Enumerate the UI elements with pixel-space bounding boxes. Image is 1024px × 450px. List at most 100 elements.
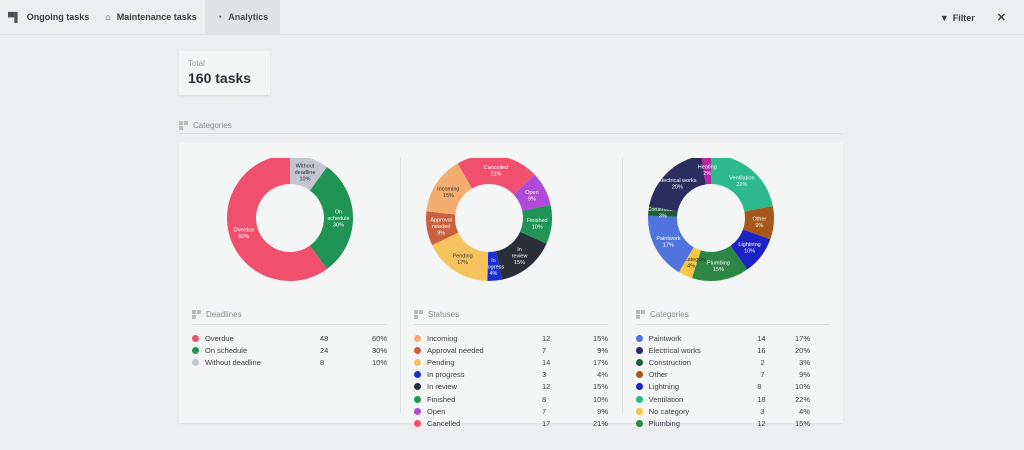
legend-count: 7 [542,345,547,355]
slice-paintwork[interactable] [648,215,694,273]
legend-percent: 17% [794,333,810,343]
slice-label-on-schedule: On schedule 30% [327,210,349,229]
slice-label-cancelled: Cancelled 21% [484,165,508,178]
legend-row-approval-needed[interactable]: Approval needed 7 9% [414,344,608,356]
legend-row-incoming[interactable]: Incoming 12 15% [414,332,608,344]
legend-label: No category [648,406,690,416]
legend-label: Paintwork [648,333,682,343]
slice-lightning[interactable] [730,229,771,270]
legend-percent: 15% [794,418,810,428]
deadlines-column: Without deadline 10% On schedule 30% Overdue 60… [179,158,399,413]
legend-count: 16 [757,345,766,355]
legend-percent: 10% [794,382,810,392]
legend-percent: 30% [371,345,387,355]
slice-label-other: Other 9% [752,216,766,229]
slice-label-open: Open 9% [525,190,538,203]
slice-label-plumbing: Plumbing 15% [707,261,730,274]
legend-row-overdue[interactable]: Overdue 48 60% [192,332,387,344]
slice-label-approval-needed: Approval needed 9% [430,218,452,237]
legend-percent: 4% [597,370,608,380]
legend-count: 2 [760,357,765,367]
legend-dot [414,395,421,403]
total-label: Total [188,59,205,68]
tab-analytics[interactable]: ◔ Analytics [204,0,281,35]
close-icon[interactable]: ✕ [996,12,1006,24]
legend-dot [192,334,199,342]
statuses-column: Cancelled 21% Open 9% Finished 10% In review 15%… [400,158,620,428]
legend-header: Statuses [414,310,608,325]
grid-icon [414,310,423,319]
slice-electrical-works[interactable] [649,158,706,212]
legend-row-without-deadline[interactable]: Without deadline 8 10% [192,356,387,368]
slice-ventilation[interactable] [711,158,773,212]
legend-label: Plumbing [648,418,680,428]
slice-label-without-deadline: Without deadline 10% [295,163,316,182]
legend-dot [414,371,421,379]
slice-overdue[interactable] [226,158,328,281]
legend-count: 14 [542,357,551,367]
legend-dot [636,383,643,391]
legend-percent: 15% [592,382,608,392]
slice-cancelled[interactable] [457,158,535,195]
slice-plumbing[interactable] [691,245,748,281]
legend-title: Deadlines [206,310,242,319]
slice-construction[interactable] [648,206,678,217]
slice-incoming[interactable] [426,163,472,215]
slice-approval-needed[interactable] [426,211,459,246]
legend-percent: 21% [592,418,608,428]
slice-in-review[interactable] [496,231,547,280]
slice-pending[interactable] [432,232,489,281]
legend-title: Statuses [428,310,460,319]
legend-percent: 3% [799,357,810,367]
legend-row-construction[interactable]: Construction 2 3% [636,356,810,368]
legend-row-finished[interactable]: Finished 8 10% [414,393,608,405]
legend-percent: 10% [592,394,608,404]
grid-icon [192,310,201,319]
legend-list: Incoming 12 15% Approval needed 7 9% Pending 14… [414,332,608,430]
slice-on-schedule[interactable] [309,167,353,269]
legend-percent: 10% [371,357,387,367]
legend-label: On schedule [205,345,248,355]
grid-icon [179,121,188,130]
legend-count: 3 [760,406,765,416]
slice-other[interactable] [742,206,774,240]
slice-in-progress[interactable] [487,251,503,281]
legend-row-other[interactable]: Other 7 9% [636,369,810,381]
legend-row-electrical-works[interactable]: Electrical works 16 20% [636,344,810,356]
legend-percent: 15% [592,333,608,343]
slice-heating[interactable] [701,158,711,185]
legend-row-open[interactable]: Open 7 9% [414,405,608,417]
legend-row-paintwork[interactable]: Paintwork 14 17% [636,332,810,344]
legend-percent: 60% [371,333,387,343]
legend-label: Electrical works [648,345,701,355]
legend-count: 12 [542,382,551,392]
list-icon: ▀▌ [8,12,21,22]
legend-dot [414,407,421,415]
slice-no-category[interactable] [678,247,701,279]
legend-row-in-review[interactable]: In review 12 15% [414,381,608,393]
legend-label: Approval needed [427,345,484,355]
slice-label-ventilation: Ventilation 22% [729,175,754,188]
slice-without-deadline[interactable] [290,158,328,191]
legend-list: Paintwork 14 17% Electrical works 16 20% Const… [636,332,810,430]
tab-ongoing-tasks[interactable]: ▀▌ Ongoing tasks [8,12,90,22]
legend-row-on-schedule[interactable]: On schedule 24 30% [192,344,387,356]
tab-maintenance-tasks[interactable]: ⌂ Maintenance tasks [105,12,197,22]
legend-row-pending[interactable]: Pending 14 17% [414,356,608,368]
legend-row-no-category[interactable]: No category 3 4% [636,405,810,417]
legend-row-ventilation[interactable]: Ventilation 18 22% [636,393,810,405]
legend-count: 8 [757,382,762,392]
slice-finished[interactable] [520,204,552,244]
legend-row-lightning[interactable]: Lightning 8 10% [636,381,810,393]
slice-open[interactable] [513,174,551,211]
legend-title: Categories [650,310,689,319]
filter-icon: ▼ [939,12,949,23]
legend-row-in-progress[interactable]: In progress 3 4% [414,369,608,381]
grid-icon [636,310,645,319]
section-title: Categories [193,121,232,130]
legend-row-cancelled[interactable]: Cancelled 17 21% [414,417,608,429]
categories-donut-chart: Ventilation 22% Other 9% Lightning 10% Plumbin… [647,158,774,281]
legend-count: 12 [757,418,766,428]
legend-row-plumbing[interactable]: Plumbing 12 15% [636,417,810,429]
filter-button[interactable]: ▼ Filter [939,12,975,23]
